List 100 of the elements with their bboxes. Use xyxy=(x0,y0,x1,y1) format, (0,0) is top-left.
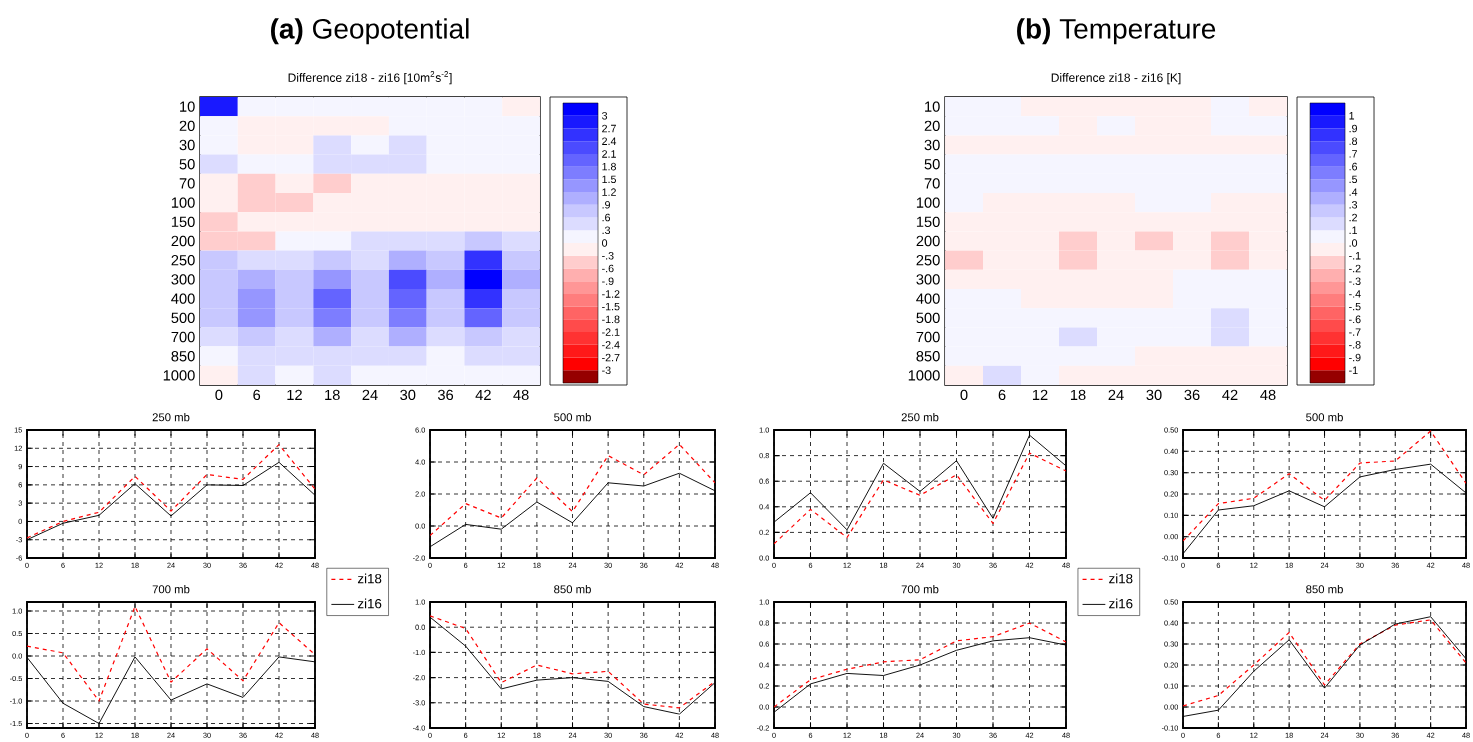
chart-subtitle: Difference zi18 - zi16 [10m$^{2}$s$^{-2}$] xyxy=(288,71,452,85)
y-tick-label: 1000 xyxy=(163,370,195,381)
color-bar-label: 2.4 xyxy=(602,137,617,145)
color-bar-label: -.8 xyxy=(1349,341,1361,349)
x-tick-label: 30 xyxy=(1146,389,1162,401)
color-bar-label: -2.4 xyxy=(602,341,620,349)
color-bar-label: -.2 xyxy=(1349,264,1361,273)
color-bar-label: -1.5 xyxy=(602,302,620,311)
color-bar-label: -.9 xyxy=(602,277,614,285)
y-tick-label: 250 xyxy=(916,255,940,266)
y-tick-label: 10 xyxy=(180,101,195,112)
line-series xyxy=(430,443,716,537)
x-tick-label: 48 xyxy=(1260,389,1276,401)
chart-title: 700 mb xyxy=(901,584,939,594)
line-series xyxy=(774,452,1067,545)
color-bar-label: 1.2 xyxy=(602,188,616,196)
x-tick-label: 24 xyxy=(362,389,378,400)
color-bar-label: -2.1 xyxy=(602,328,620,336)
y-tick-label: 20 xyxy=(924,120,940,131)
x-tick-label: 18 xyxy=(1070,389,1086,401)
y-tick-label: 100 xyxy=(916,197,940,208)
y-tick-label: 850 xyxy=(171,351,195,362)
legend-label: zi16 xyxy=(357,598,382,609)
x-tick-label: 30 xyxy=(400,389,416,401)
y-tick-label: 200 xyxy=(171,235,195,247)
line-series xyxy=(27,444,315,539)
color-bar-label: .8 xyxy=(1349,137,1358,145)
y-tick-label: 50 xyxy=(179,159,195,170)
color-bar-label: .7 xyxy=(1349,150,1357,158)
color-bar-label: -.7 xyxy=(1349,328,1361,336)
color-bar-label: 1.5 xyxy=(602,175,616,184)
color-bar-label: .3 xyxy=(1349,201,1358,209)
y-tick-label: 20 xyxy=(179,120,195,131)
color-bar-label: -1.8 xyxy=(602,315,620,324)
y-tick-label: 150 xyxy=(171,216,195,227)
x-tick-label: 42 xyxy=(475,389,491,400)
y-tick-label: 400 xyxy=(916,293,940,304)
color-bar-label: .4 xyxy=(1349,188,1358,196)
color-bar-label: -.3 xyxy=(602,251,614,260)
x-tick-label: 0 xyxy=(960,389,968,401)
y-tick-label: 1000 xyxy=(908,370,940,381)
color-bar-label: .5 xyxy=(1349,175,1358,184)
chart-title: (a) Geopotential xyxy=(271,18,469,45)
color-bar-label: -1 xyxy=(1349,366,1358,374)
chart-title: 700 mb xyxy=(152,584,190,594)
color-bar-label: 1.8 xyxy=(602,162,616,171)
color-bar-label: -1.2 xyxy=(602,290,620,298)
y-tick-label: 70 xyxy=(924,178,940,189)
color-bar-label: -.6 xyxy=(602,264,614,273)
color-bar-label: .1 xyxy=(1349,226,1357,234)
color-bar-label: .9 xyxy=(602,201,610,209)
color-bar-label: 3 xyxy=(602,111,608,120)
y-tick-label: 10 xyxy=(925,101,940,112)
color-bar-label: 1 xyxy=(1349,112,1355,120)
color-bar-label: .6 xyxy=(602,213,611,222)
chart-title: 500 mb xyxy=(1306,412,1343,422)
x-tick-label: 48 xyxy=(513,389,529,401)
y-tick-label: 700 xyxy=(171,331,195,343)
y-tick-label: 700 xyxy=(916,331,940,343)
line-series xyxy=(27,605,315,702)
x-tick-label: 12 xyxy=(287,389,302,400)
color-bar-label: -2.7 xyxy=(602,353,620,362)
y-tick-label: 50 xyxy=(924,159,940,170)
y-tick-label: 200 xyxy=(916,235,940,247)
x-tick-label: 36 xyxy=(1184,389,1200,401)
color-bar-label: .6 xyxy=(1349,162,1358,171)
color-bar-label: -.5 xyxy=(1349,302,1361,311)
x-tick-label: 12 xyxy=(1032,389,1048,400)
color-bar-label: .2 xyxy=(1349,213,1357,222)
chart-title: (b) Temperature xyxy=(1017,18,1216,45)
x-tick-label: 36 xyxy=(437,389,454,401)
color-bar-label: -.4 xyxy=(1349,290,1361,298)
x-tick-label: 24 xyxy=(1108,389,1124,400)
y-tick-label: 500 xyxy=(916,312,940,323)
color-bar-label: 2.1 xyxy=(602,150,616,158)
y-tick-label: 500 xyxy=(171,312,195,323)
color-bar-label: -.6 xyxy=(1349,315,1361,324)
color-bar-label: -3 xyxy=(602,366,611,375)
line-series xyxy=(774,622,1067,708)
y-tick-label: 850 xyxy=(916,351,940,362)
legend-label: zi18 xyxy=(1109,573,1133,584)
legend-label: zi18 xyxy=(357,573,382,584)
legend-label: zi16 xyxy=(1109,598,1133,609)
color-bar-label: 2.7 xyxy=(602,124,616,133)
color-bar-label: 0 xyxy=(602,239,608,247)
y-tick-label: 400 xyxy=(171,293,195,304)
color-bar-label: -.3 xyxy=(1349,277,1361,285)
x-tick-label: 18 xyxy=(325,389,340,401)
color-bar-label: -.1 xyxy=(1349,252,1361,260)
x-tick-label: 42 xyxy=(1222,389,1238,400)
y-tick-label: 100 xyxy=(171,197,195,208)
y-tick-label: 30 xyxy=(924,139,940,151)
color-bar-label: -.9 xyxy=(1349,353,1361,362)
chart-title: 850 mb xyxy=(1306,584,1343,594)
y-tick-label: 300 xyxy=(916,274,940,285)
chart-title: 250 mb xyxy=(152,412,190,422)
y-tick-label: 30 xyxy=(179,139,195,151)
chart-title: 500 mb xyxy=(554,412,591,422)
x-tick-label: 6 xyxy=(998,389,1006,401)
color-bar-label: .0 xyxy=(1349,239,1358,247)
